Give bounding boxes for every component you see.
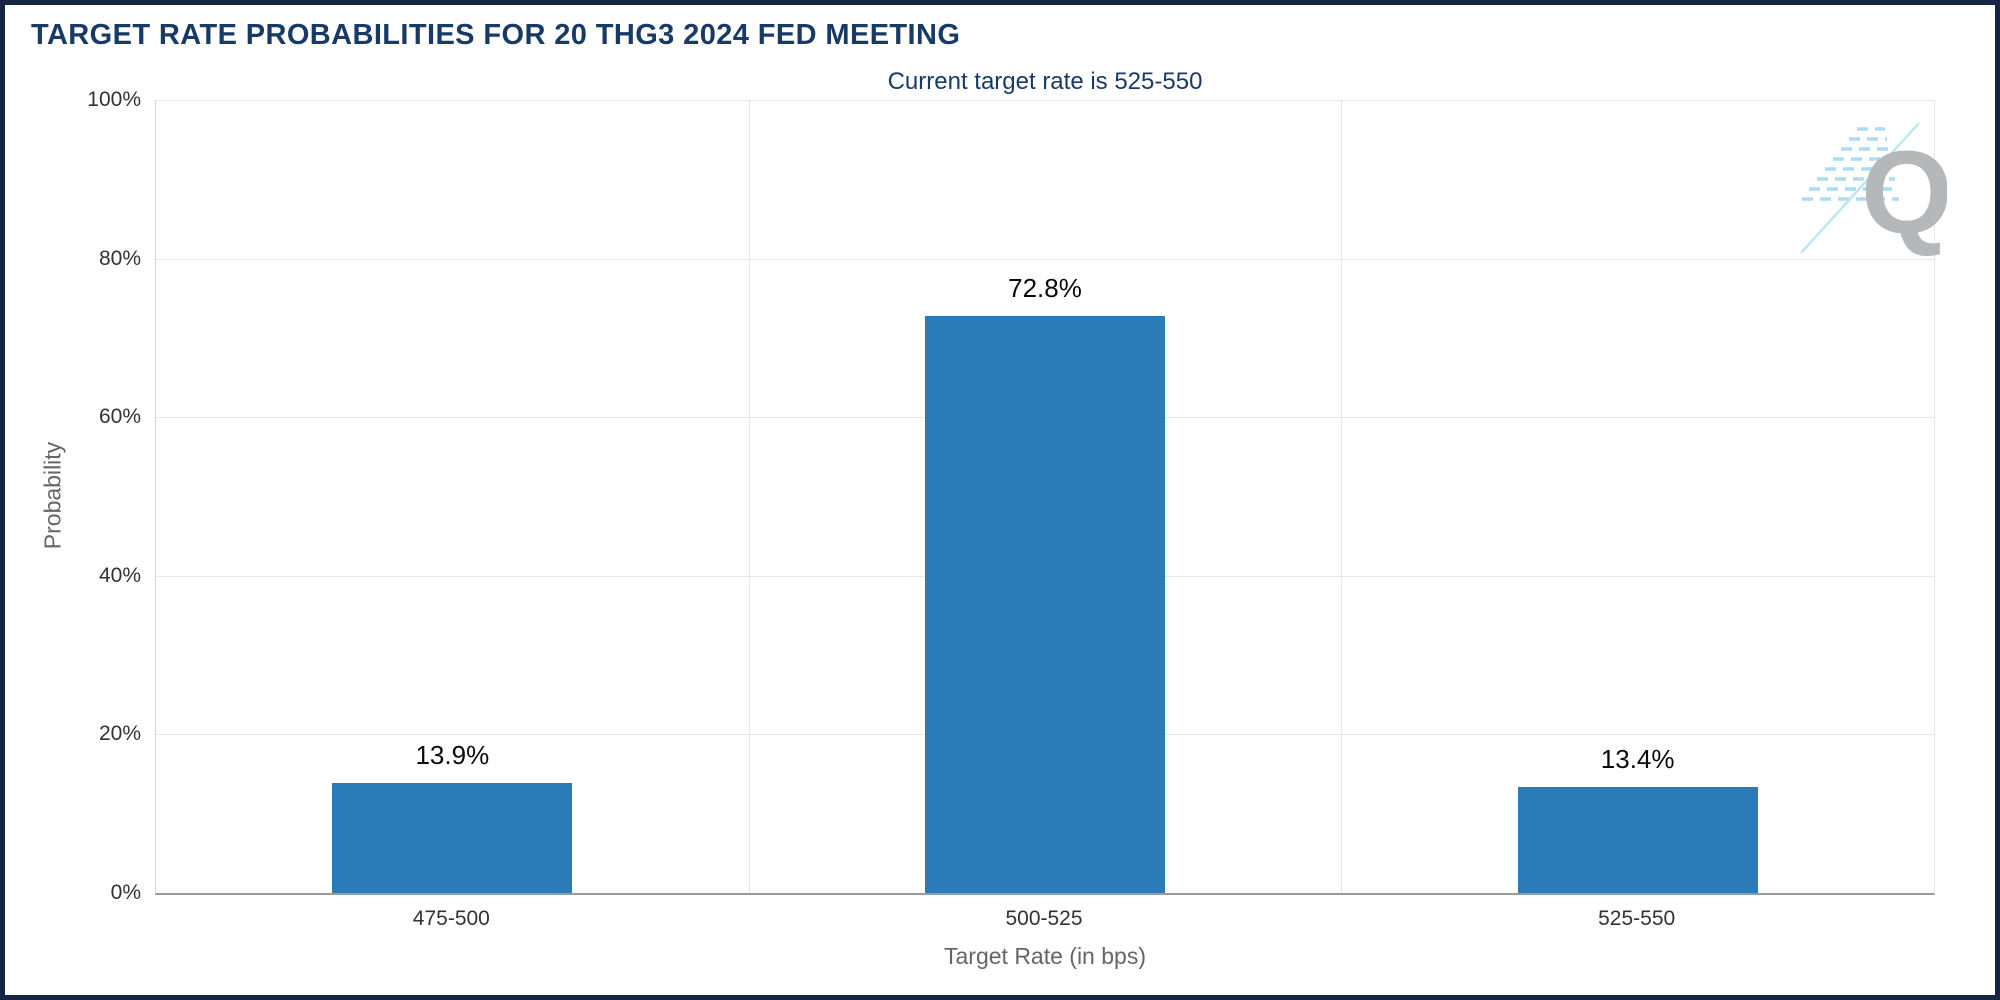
q-logo-letter: Q: [1861, 127, 1947, 259]
x-tick-label: 525-550: [1598, 907, 1676, 930]
bar-value-label: 72.8%: [1008, 272, 1082, 303]
y-tick-label: 100%: [87, 88, 141, 111]
q-watermark-logo: Q: [1800, 122, 1947, 259]
y-gridline: [156, 100, 1934, 101]
x-gridline: [1341, 100, 1343, 893]
y-tick-label: 40%: [98, 563, 141, 587]
x-axis-labels: 475-500 500-525 525-550: [155, 907, 1935, 937]
plot-area: 13.9% 72.8% 13.4%: [155, 100, 1935, 895]
x-tick-label: 475-500: [412, 907, 490, 930]
bar-value-label: 13.4%: [1600, 743, 1675, 774]
chart-subtitle: Current target rate is 525-550: [887, 68, 1203, 95]
logo-diagonal-line: [1800, 122, 1920, 254]
y-gridline: [156, 258, 1934, 260]
probability-bar[interactable]: [925, 315, 1165, 893]
probability-bar[interactable]: [332, 782, 573, 893]
x-tick-label: 500-525: [1005, 907, 1083, 930]
x-gridline: [748, 100, 750, 893]
y-axis-labels: 0% 20% 40% 60% 80% 100%: [5, 88, 141, 904]
x-axis-title: Target Rate (in bps): [944, 943, 1146, 969]
y-tick-label: 20%: [98, 722, 141, 746]
bar-value-label: 13.9%: [415, 739, 490, 770]
logo-stripes-decoration: [1802, 127, 1899, 201]
y-tick-label: 80%: [98, 246, 141, 270]
y-tick-label: 0%: [110, 881, 141, 904]
probability-bar[interactable]: [1517, 786, 1758, 893]
y-tick-label: 60%: [98, 405, 141, 429]
chart-title: TARGET RATE PROBABILITIES FOR 20 THG3 20…: [31, 19, 961, 51]
